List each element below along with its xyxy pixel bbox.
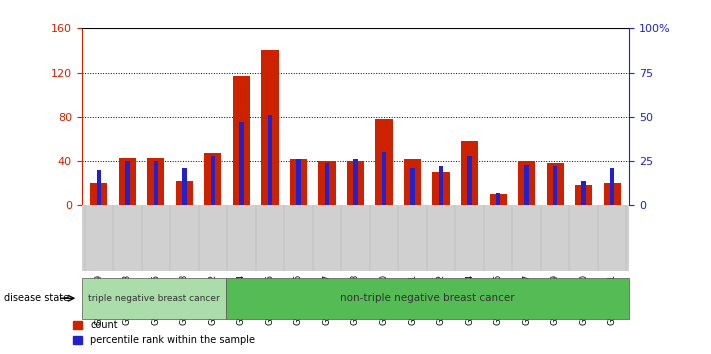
Legend: count, percentile rank within the sample: count, percentile rank within the sample [69, 316, 259, 349]
Bar [582, 181, 586, 205]
Bar [182, 168, 186, 205]
Bar [210, 156, 215, 205]
Bar [296, 159, 301, 205]
Bar [90, 183, 107, 205]
Bar [461, 141, 478, 205]
Bar [467, 156, 471, 205]
Bar [268, 115, 272, 205]
Bar [154, 161, 158, 205]
Text: triple negative breast cancer: triple negative breast cancer [88, 294, 220, 303]
Bar [404, 159, 421, 205]
Bar [525, 165, 529, 205]
Bar [125, 161, 129, 205]
Bar [518, 161, 535, 205]
FancyBboxPatch shape [226, 278, 629, 319]
Bar [553, 166, 557, 205]
Bar [347, 161, 364, 205]
Bar [290, 159, 307, 205]
Bar [575, 185, 592, 205]
Bar [176, 181, 193, 205]
Bar [119, 158, 136, 205]
Bar [147, 158, 164, 205]
Bar [325, 163, 329, 205]
Bar [439, 166, 443, 205]
Bar [410, 168, 415, 205]
Bar [432, 172, 449, 205]
Text: non-triple negative breast cancer: non-triple negative breast cancer [341, 293, 515, 303]
Bar [97, 170, 101, 205]
Bar [375, 119, 392, 205]
Text: disease state: disease state [4, 293, 69, 303]
FancyBboxPatch shape [82, 278, 226, 319]
Bar [319, 161, 336, 205]
Bar [240, 122, 244, 205]
Bar [547, 163, 564, 205]
Bar [604, 183, 621, 205]
Bar [610, 168, 614, 205]
Bar [233, 76, 250, 205]
Bar [353, 159, 358, 205]
Bar [489, 194, 507, 205]
Bar [204, 153, 222, 205]
Bar [496, 193, 501, 205]
Bar [382, 152, 386, 205]
Bar [262, 51, 279, 205]
